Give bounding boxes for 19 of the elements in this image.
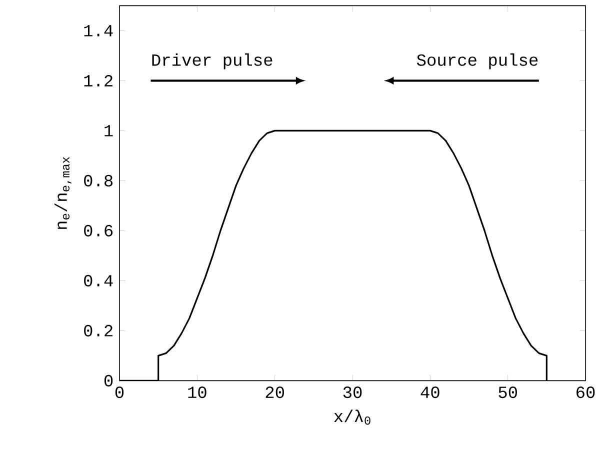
x-tick-label: 20 xyxy=(266,386,284,398)
annotation: Source pulse xyxy=(416,53,538,70)
x-tick-label: 0 xyxy=(115,386,124,398)
y-tick-label: 0.2 xyxy=(84,324,112,336)
x-tick-label: 60 xyxy=(576,386,595,398)
x-tick-label: 10 xyxy=(188,386,206,398)
y-tick-label: 0.8 xyxy=(84,174,113,186)
y-tick-label: 0 xyxy=(104,374,113,386)
y-tick-label: 1.2 xyxy=(84,74,112,86)
annotation: Driver pulse xyxy=(152,53,272,70)
x-tick-label: 50 xyxy=(498,386,517,398)
x-axis-title: x/λ$_{0}$ xyxy=(334,410,370,425)
y-tick-label: 1.4 xyxy=(84,25,113,36)
x-tick-label: 30 xyxy=(343,386,362,398)
y-tick-label: 0.6 xyxy=(84,224,113,236)
y-tick-label: 1 xyxy=(104,125,113,136)
y-axis-title: n$_{e}$/n$_{e,max}$ xyxy=(54,157,72,229)
y-tick-label: 0.4 xyxy=(84,274,113,286)
x-tick-label: 40 xyxy=(420,386,440,398)
